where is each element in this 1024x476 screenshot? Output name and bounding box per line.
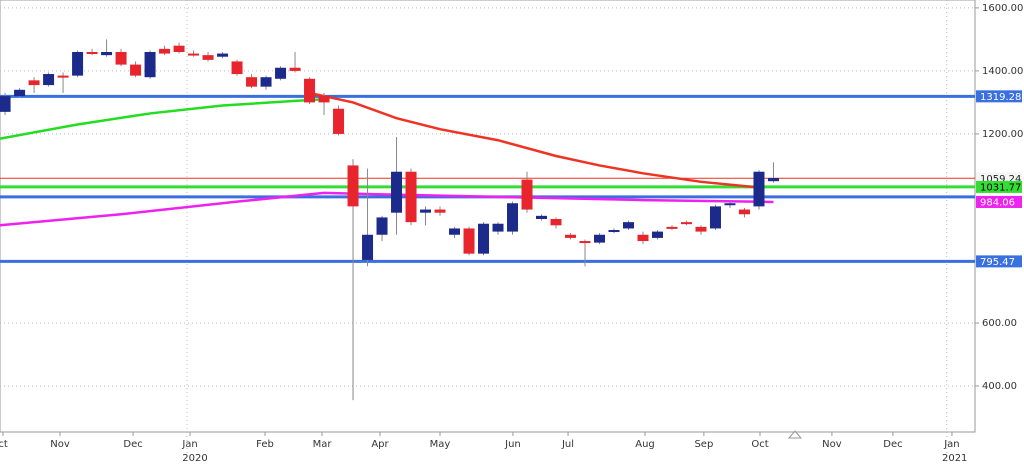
x-tick-label: Jul (561, 439, 574, 450)
price-label-box (976, 195, 1022, 208)
candle-body (391, 171, 403, 213)
y-tick-label: 600.00 (982, 318, 1017, 329)
candle-body (0, 96, 11, 112)
candle-body (565, 234, 577, 238)
x-tick-label: Feb (256, 439, 274, 450)
candle-body (449, 228, 461, 235)
candle-body (14, 89, 26, 97)
candle-body (57, 75, 69, 78)
candle-body (72, 51, 84, 76)
candle-body (507, 203, 519, 232)
x-tick-label: ct (0, 439, 8, 450)
x-tick-label: Apr (371, 439, 389, 450)
candle-body (188, 53, 200, 56)
x-tick-label: May (430, 439, 451, 450)
candle-body (492, 223, 504, 232)
year-label: 2021 (942, 453, 967, 464)
x-tick-label: Nov (50, 439, 70, 450)
candle-body (347, 165, 359, 207)
y-tick-label: 1400.00 (982, 66, 1023, 77)
x-tick-label: Sep (694, 439, 713, 450)
price-label: 1059.24 (980, 174, 1021, 185)
candle-body (275, 67, 287, 79)
x-tick-label: Dec (883, 439, 902, 450)
candle-body (463, 228, 475, 254)
candle-body (260, 77, 272, 87)
candle-body (724, 203, 736, 206)
candle-body (536, 215, 548, 219)
y-tick-label: 400.00 (982, 381, 1017, 392)
x-tick-label: Nov (822, 439, 842, 450)
price-label-box (976, 180, 1022, 193)
candle-body (550, 218, 562, 226)
candle-body (767, 178, 779, 182)
candle-body (579, 241, 591, 244)
candle-body (28, 80, 40, 86)
candle-body (159, 48, 171, 54)
y-tick-label: 1600.00 (982, 3, 1023, 14)
marker-triangle (787, 430, 803, 439)
candle-body (608, 230, 620, 233)
candle-body (434, 209, 446, 213)
candle-body (738, 209, 750, 215)
price-label: 1031.77 (980, 182, 1021, 193)
candle-body (420, 209, 432, 213)
candle-body (130, 64, 142, 76)
x-tick-label: Jun (504, 439, 521, 450)
candle-body (521, 179, 533, 210)
candle-body (680, 222, 692, 225)
plot-area (0, 0, 976, 433)
candle-body (593, 234, 605, 243)
year-label: 2020 (182, 453, 207, 464)
candle-body (246, 77, 258, 87)
candle-body (709, 206, 721, 229)
candle-body (231, 61, 243, 75)
candle-body (304, 78, 316, 103)
price-label: 795.47 (980, 257, 1015, 268)
x-tick-label: Jan (181, 439, 197, 450)
candle-body (753, 171, 765, 207)
candle-body (101, 51, 113, 56)
candle-body (289, 67, 301, 71)
candle-body (362, 234, 374, 260)
candle-body (651, 231, 663, 238)
x-tick-label: Oct (751, 439, 768, 450)
candle-body (173, 45, 185, 52)
candle-body (666, 226, 678, 229)
moving-average (309, 91, 760, 189)
moving-average (0, 98, 325, 140)
candle-body (144, 51, 156, 78)
candle-body (115, 51, 127, 65)
candle-body (202, 55, 214, 60)
candle-body (217, 53, 229, 57)
candle-body (376, 217, 388, 235)
candle-body (43, 74, 55, 86)
price-label-box (976, 255, 1022, 268)
candle-body (622, 222, 634, 229)
candle-body (318, 96, 330, 103)
candle-body (333, 108, 345, 134)
x-tick-label: Mar (313, 439, 333, 450)
candle-body (637, 234, 649, 242)
candle-body (86, 51, 98, 54)
x-tick-label: Jan (943, 439, 959, 450)
price-label: 1319.28 (980, 92, 1021, 103)
x-tick-label: Aug (635, 439, 655, 450)
candle-body (695, 226, 707, 232)
price-label: 984.06 (980, 197, 1015, 208)
candle-body (478, 223, 490, 254)
y-tick-label: 1200.00 (982, 129, 1023, 140)
candle-body (405, 171, 417, 223)
price-label-box (976, 90, 1022, 103)
x-tick-label: Dec (123, 439, 142, 450)
